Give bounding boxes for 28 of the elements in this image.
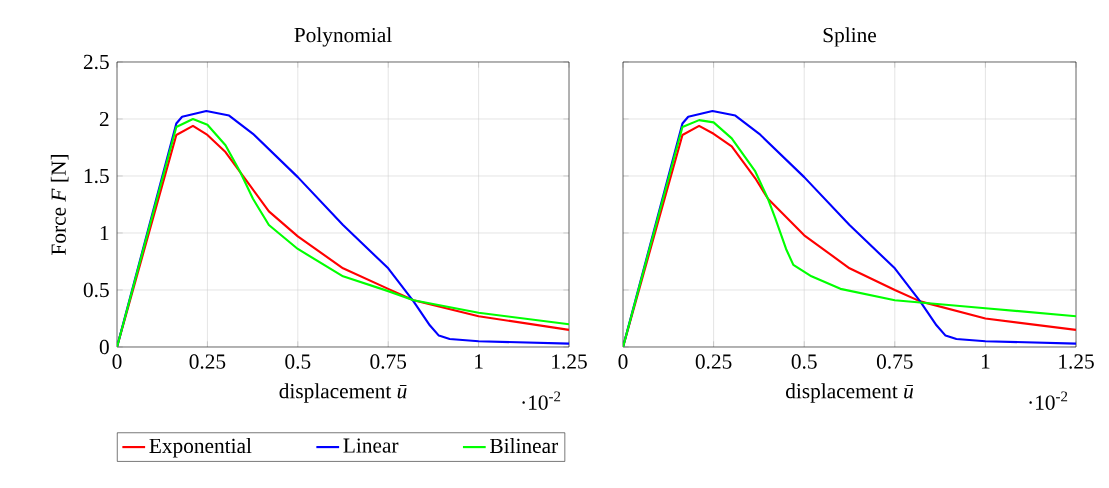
text: ·10$^{-2}$ xyxy=(522,391,561,410)
x-tick-label: 1 xyxy=(475,354,483,369)
chart-title: Polynomial xyxy=(294,27,392,47)
y-tick-label: 2.5 xyxy=(83,54,109,70)
x-tick-label: 0.5 xyxy=(285,354,311,369)
x-tick-label: 0.75 xyxy=(876,354,913,369)
x-tick-label: 1.25 xyxy=(552,354,587,369)
legend-label: Linear xyxy=(343,438,399,453)
x-tick-label: 1 xyxy=(981,354,990,369)
x-tick-label: 1.25 xyxy=(1059,354,1094,369)
y-tick-label: 0 xyxy=(99,339,109,355)
x-tick-label: 0.25 xyxy=(189,354,226,369)
y-tick-label: 1.5 xyxy=(84,168,109,184)
x-tick-label: 0.75 xyxy=(370,354,407,369)
y-tick-label: 1 xyxy=(100,225,109,241)
legend-label: Bilinear xyxy=(490,438,558,454)
y-tick-label: 0.5 xyxy=(83,282,109,298)
x-tick-label: 0.25 xyxy=(695,354,732,369)
legend-label: Exponential xyxy=(149,438,252,458)
y-tick-label: 2 xyxy=(99,111,109,127)
x-tick-label: 0 xyxy=(618,354,628,369)
x-tick-label: 0.5 xyxy=(791,354,817,369)
chart-title: Spline xyxy=(823,27,877,47)
text: ·10$^{-2}$ xyxy=(1029,391,1068,410)
x-axis-title: displacement ū xyxy=(786,383,913,403)
y-axis-title: Force F [N] xyxy=(50,155,69,255)
x-tick-label: 0 xyxy=(112,354,122,369)
x-axis-title: displacement ū xyxy=(279,383,407,403)
